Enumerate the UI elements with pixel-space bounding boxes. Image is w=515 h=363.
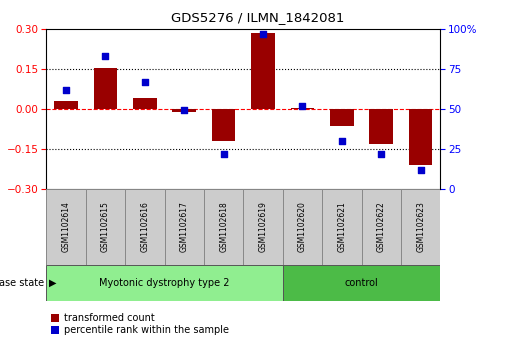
Text: Myotonic dystrophy type 2: Myotonic dystrophy type 2 <box>99 278 230 288</box>
Text: GSM1102614: GSM1102614 <box>62 201 71 252</box>
Point <box>101 53 110 59</box>
Text: disease state: disease state <box>0 278 44 288</box>
Bar <box>54 101 78 109</box>
Point <box>62 87 70 93</box>
Bar <box>290 107 314 109</box>
Text: GSM1102623: GSM1102623 <box>416 201 425 252</box>
Text: GSM1102618: GSM1102618 <box>219 201 228 252</box>
Bar <box>362 189 401 265</box>
Bar <box>204 189 243 265</box>
Point <box>259 31 267 37</box>
Bar <box>409 109 433 165</box>
Point <box>141 79 149 85</box>
Point <box>377 151 385 156</box>
Bar <box>401 189 440 265</box>
Bar <box>369 109 393 143</box>
Bar <box>283 265 440 301</box>
Point <box>219 151 228 156</box>
Bar <box>243 189 283 265</box>
Text: GSM1102622: GSM1102622 <box>377 201 386 252</box>
Bar <box>125 189 164 265</box>
Bar <box>322 189 362 265</box>
Text: GSM1102621: GSM1102621 <box>337 201 346 252</box>
Bar <box>165 189 204 265</box>
Legend: transformed count, percentile rank within the sample: transformed count, percentile rank withi… <box>51 313 229 335</box>
Text: GSM1102619: GSM1102619 <box>259 201 267 252</box>
Bar <box>133 98 157 109</box>
Bar <box>330 109 354 126</box>
Point <box>338 138 346 144</box>
Bar <box>251 33 275 109</box>
Bar <box>85 189 125 265</box>
Bar <box>212 109 235 141</box>
Point <box>298 103 306 109</box>
Text: control: control <box>345 278 379 288</box>
Bar <box>94 68 117 109</box>
Point <box>417 167 425 172</box>
Bar <box>46 189 85 265</box>
Text: GSM1102616: GSM1102616 <box>141 201 149 252</box>
Text: GSM1102615: GSM1102615 <box>101 201 110 252</box>
Bar <box>173 109 196 111</box>
Bar <box>46 265 283 301</box>
Text: GSM1102617: GSM1102617 <box>180 201 188 252</box>
Text: GSM1102620: GSM1102620 <box>298 201 307 252</box>
Point <box>180 107 188 113</box>
Text: ▶: ▶ <box>49 278 57 288</box>
Bar <box>283 189 322 265</box>
Text: GDS5276 / ILMN_1842081: GDS5276 / ILMN_1842081 <box>171 11 344 24</box>
